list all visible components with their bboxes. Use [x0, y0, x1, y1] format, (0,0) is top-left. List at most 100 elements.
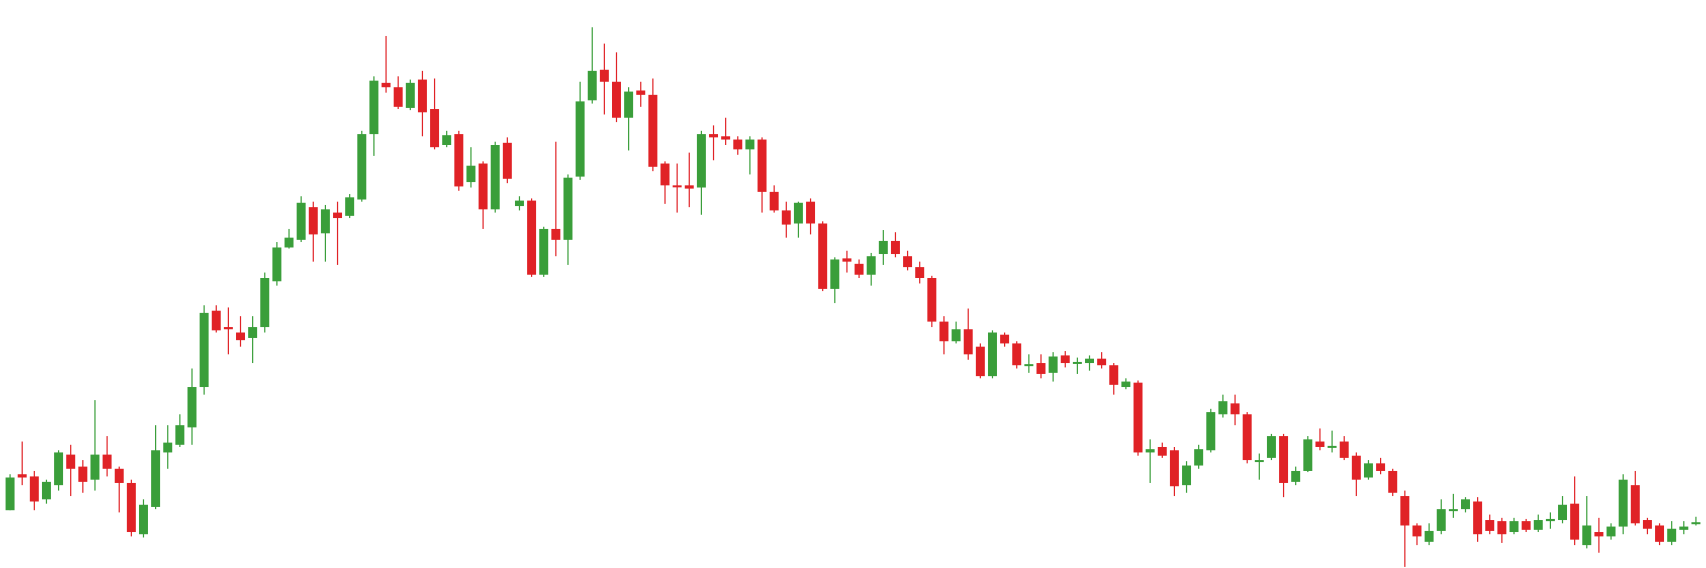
candle-body: [454, 134, 464, 187]
candle-body: [1218, 401, 1228, 415]
candle-body: [684, 185, 694, 189]
candle-body: [915, 267, 925, 279]
candle-body: [1412, 525, 1422, 537]
candle-body: [1266, 436, 1276, 458]
candle-body: [211, 310, 221, 331]
candle-body: [260, 278, 270, 328]
candle-body: [672, 185, 682, 188]
candle-body: [163, 442, 173, 453]
candle-body: [1655, 525, 1665, 542]
candle-body: [442, 135, 452, 145]
candle-body: [1606, 526, 1616, 537]
candle-body: [1097, 358, 1107, 366]
candle-body: [1376, 463, 1386, 471]
candle-body: [636, 90, 646, 95]
candle-body: [551, 228, 561, 240]
candle-body: [1279, 436, 1289, 483]
candle-body: [927, 278, 937, 322]
candle-body: [1230, 403, 1240, 415]
candle-body: [612, 81, 621, 118]
candle-body: [1509, 521, 1519, 533]
candle-body: [987, 332, 997, 377]
candle-body: [66, 454, 76, 469]
candle-body: [1339, 441, 1349, 458]
candle-body: [502, 142, 512, 179]
candle-body: [199, 312, 209, 388]
candle-body: [29, 476, 39, 502]
candle-body: [1085, 358, 1094, 364]
candle-body: [54, 452, 64, 486]
candle-body: [648, 94, 658, 167]
candle-body: [90, 454, 100, 480]
candle-body: [369, 80, 379, 135]
candle-body: [1594, 532, 1604, 537]
candle-body: [175, 425, 185, 445]
candle-body: [478, 163, 488, 210]
candle-body: [1497, 521, 1507, 535]
candle-body: [320, 209, 330, 234]
candle-body: [903, 256, 913, 268]
candle-body: [393, 87, 403, 107]
candle-body: [78, 466, 88, 482]
candle-body: [1570, 503, 1580, 540]
candle-body: [878, 240, 888, 255]
candle-body: [793, 202, 803, 224]
candle-body: [1388, 470, 1398, 493]
candle-body: [1303, 439, 1313, 471]
candle-body: [745, 139, 755, 150]
candle-body: [102, 454, 112, 469]
candle-body: [1254, 460, 1264, 463]
candle-body: [308, 207, 318, 235]
candle-body: [296, 202, 306, 240]
candle-body: [830, 259, 840, 289]
candle-body: [696, 134, 706, 188]
candle-body: [1121, 381, 1131, 388]
candle-body: [1533, 520, 1543, 530]
candle-body: [1157, 446, 1167, 456]
candle-body: [709, 134, 719, 138]
candle-body: [721, 136, 731, 140]
candle-body: [1363, 463, 1373, 478]
candle-body: [1436, 509, 1446, 531]
candle-body: [1327, 445, 1337, 448]
candle-body: [466, 165, 476, 183]
candle-body: [1242, 414, 1252, 461]
candle-body: [866, 256, 876, 275]
candle-body: [1582, 525, 1592, 546]
candle-body: [405, 82, 415, 108]
candle-body: [1473, 501, 1483, 535]
candle-body: [818, 223, 828, 289]
candle-body: [951, 329, 961, 342]
candle-body: [187, 387, 197, 428]
candle-body: [1182, 465, 1192, 486]
candle-body: [284, 237, 294, 248]
candle-body: [138, 504, 148, 535]
candle-body: [248, 327, 258, 338]
candle-body: [781, 210, 791, 225]
candle-body: [806, 201, 816, 224]
candle-body: [514, 200, 524, 207]
candle-body: [660, 163, 670, 186]
candle-body: [539, 228, 549, 275]
candle-body: [733, 139, 743, 150]
candle-body: [769, 191, 779, 211]
candle-body: [757, 139, 767, 192]
candle-body: [1145, 449, 1155, 453]
candle-body: [599, 69, 609, 82]
candle-body: [1521, 521, 1531, 530]
candle-body: [575, 101, 585, 177]
candle-body: [890, 240, 900, 255]
candle-body: [975, 346, 985, 377]
candle-body: [1558, 504, 1568, 521]
candle-body: [1448, 509, 1458, 512]
candle-body: [1000, 334, 1010, 344]
candle-body: [1060, 355, 1070, 364]
candle-body: [333, 212, 343, 219]
candle-body: [1036, 363, 1046, 374]
candle-body: [939, 321, 949, 342]
candle-body: [1424, 530, 1434, 542]
candle-body: [272, 247, 282, 282]
candle-body: [1691, 522, 1701, 525]
candle-body: [842, 258, 852, 262]
